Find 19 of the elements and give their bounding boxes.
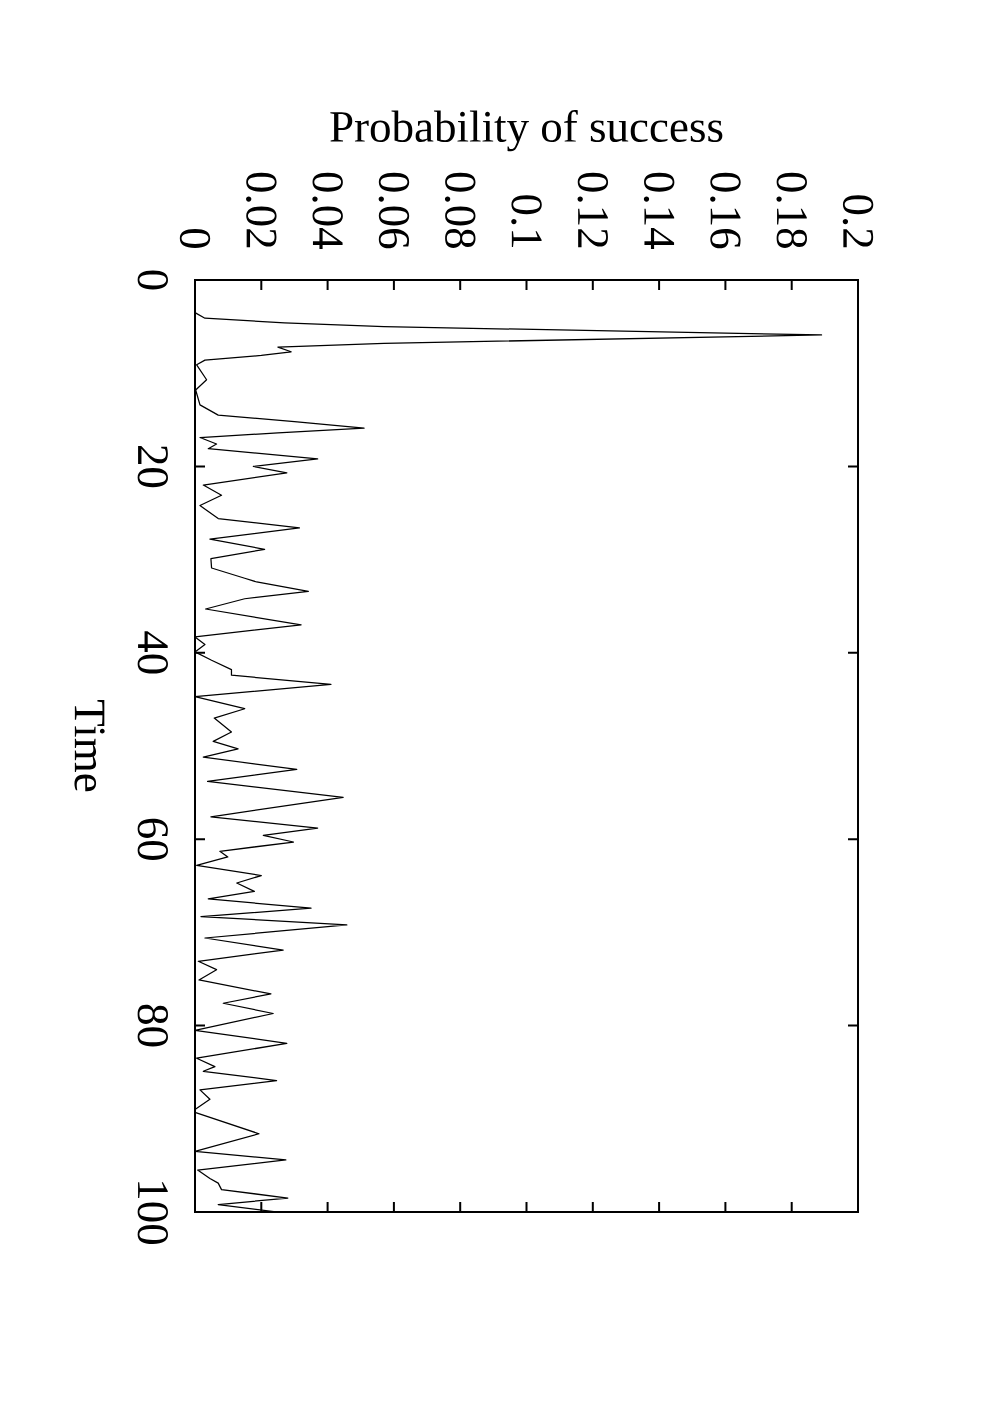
x-tick-label: 0.06 [378, 172, 410, 249]
x-axis-title: Probability of success [330, 109, 723, 152]
x-tick-label: 0.16 [710, 172, 741, 249]
y-tick-label: 80 [137, 1004, 168, 1047]
y-tick-label: 60 [137, 818, 168, 860]
x-tick-label: 0.08 [444, 172, 476, 248]
x-tick-label: 0.04 [312, 172, 343, 249]
x-tick-label: 0.18 [776, 172, 807, 248]
y-tick-label: 40 [137, 631, 168, 674]
y-tick-label: 0 [137, 270, 168, 290]
x-tick-label: 0.14 [643, 172, 675, 249]
y-tick-label: 20 [137, 445, 168, 488]
x-tick-label: 0 [179, 228, 211, 248]
y-axis-title: Time [74, 700, 105, 792]
x-tick-label: 0.12 [577, 172, 609, 248]
y-tick-label: 100 [137, 1182, 168, 1245]
x-tick-label: 0.02 [246, 172, 277, 248]
x-tick-label: 0.1 [511, 195, 542, 247]
x-tick-label: 0.2 [842, 195, 874, 248]
